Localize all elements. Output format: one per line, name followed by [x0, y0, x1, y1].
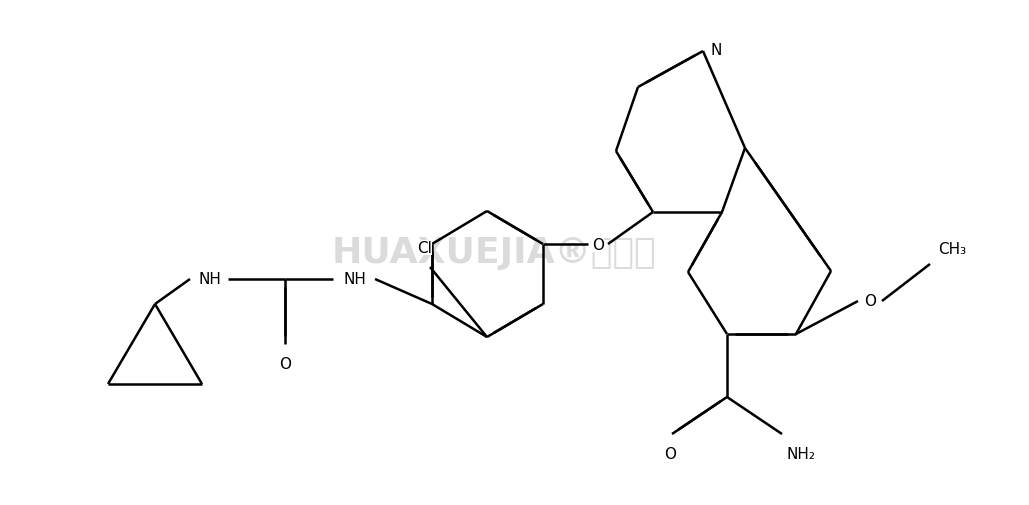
Text: O: O [664, 446, 676, 461]
Text: HUAXUEJIA®化学加: HUAXUEJIA®化学加 [331, 235, 657, 270]
Text: NH₂: NH₂ [787, 446, 816, 461]
Text: O: O [864, 294, 876, 309]
Text: N: N [711, 42, 722, 58]
Text: Cl: Cl [418, 240, 432, 256]
Text: CH₃: CH₃ [938, 241, 966, 257]
Text: O: O [279, 357, 291, 371]
Text: O: O [592, 237, 604, 252]
Text: NH: NH [199, 272, 221, 287]
Text: NH: NH [344, 272, 366, 287]
